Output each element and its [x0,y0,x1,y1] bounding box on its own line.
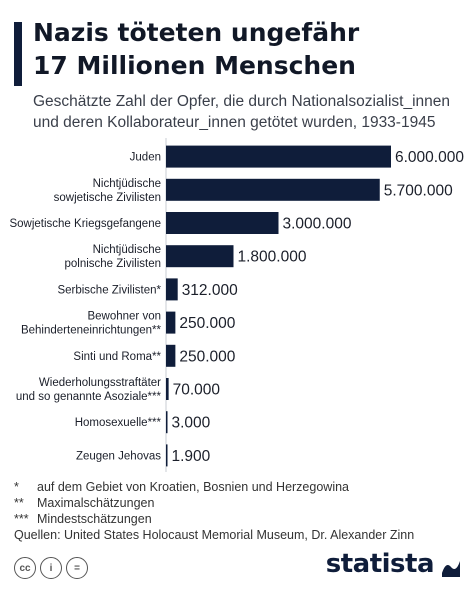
bar [166,212,279,234]
footer: cc i = statista [0,545,474,592]
chart-subtitle: Geschätzte Zahl der Opfer, die durch Nat… [33,91,463,133]
category-label: Bewohner von Behinderteneinrichtungen** [21,311,162,337]
category-label: Homosexuelle*** [75,417,162,429]
category-label-line: Behinderteneinrichtungen** [21,325,162,337]
category-label-line: sowjetische Zivilisten [54,192,161,204]
bar [166,245,234,268]
value-label: 6.000.000 [395,149,464,166]
category-label: Sinti und Roma** [73,351,161,363]
chart-title: Nazis töteten ungefähr 17 Millionen Mens… [33,16,463,82]
category-label-line: Homosexuelle*** [75,417,162,429]
attribution-icon[interactable]: i [40,557,62,579]
value-label: 250.000 [179,315,235,332]
category-label: Wiederholungsstraftäter und so genannte A… [16,377,162,403]
value-label: 1.800.000 [238,249,307,266]
bar [166,178,380,201]
value-label: 3.000 [172,415,211,432]
value-label: 312.000 [182,282,238,299]
title-line-2: 17 Millionen Menschen [33,51,356,80]
subtitle-line-1: Geschätzte Zahl der Opfer, die durch Nat… [33,93,451,110]
bar [166,278,178,301]
category-label: Zeugen Jehovas [76,450,161,462]
category-label-line: Wiederholungsstraftäter [39,377,161,389]
footnote-2: ** Maximalschätzungen [14,496,155,510]
bar [166,145,391,168]
bar-chart: 6.000.000 Juden 5.700.000 Nichtjüdische sowj… [9,138,464,472]
category-label: Nichtjüdische polnische Zivilisten [64,244,161,270]
category-label-line: Juden [130,152,161,164]
value-label: 5.700.000 [384,182,453,199]
bar [166,344,176,367]
subtitle-line-2: und deren Kollaborateur_innen getötet wu… [33,114,436,131]
category-label-line: und so genannte Asoziale*** [16,391,162,403]
category-label-line: Nichtjüdische [93,178,161,190]
value-label: 70.000 [173,382,221,399]
bar [166,311,176,334]
source-line: Quellen: United States Holocaust Memoria… [14,528,415,542]
category-label-line: Serbische Zivilisten* [57,284,161,296]
statista-logo-icon [442,561,460,577]
category-label: Sowjetische Kriegsgefangene [9,218,161,230]
footnotes: * auf dem Gebiet von Kroatien, Bosnien un… [14,479,414,543]
value-label: 1.900 [172,448,211,465]
category-label-line: Nichtjüdische [93,244,161,256]
footnote-1: * auf dem Gebiet von Kroatien, Bosnien un… [14,480,349,494]
value-label: 3.000.000 [283,216,352,233]
category-label: Juden [130,152,161,164]
category-label-line: Zeugen Jehovas [76,450,161,462]
bar [166,444,168,467]
no-derivatives-icon[interactable]: = [66,557,88,579]
category-label: Serbische Zivilisten* [57,284,161,296]
bar [166,378,169,400]
category-label-line: Bewohner von [87,311,161,323]
category-label-line: Sinti und Roma** [73,351,161,363]
value-label: 250.000 [179,348,235,365]
creative-commons-icon[interactable]: cc [14,557,36,579]
category-label: Nichtjüdische sowjetische Zivilisten [54,178,161,204]
statista-logo[interactable]: statista [325,549,435,579]
bar [166,411,168,434]
category-label-line: Sowjetische Kriegsgefangene [9,218,161,230]
title-accent-bar [14,22,22,86]
footnote-3: *** Mindestschätzungen [14,512,152,526]
category-label-line: polnische Zivilisten [64,258,161,270]
title-line-1: Nazis töteten ungefähr [33,18,360,47]
